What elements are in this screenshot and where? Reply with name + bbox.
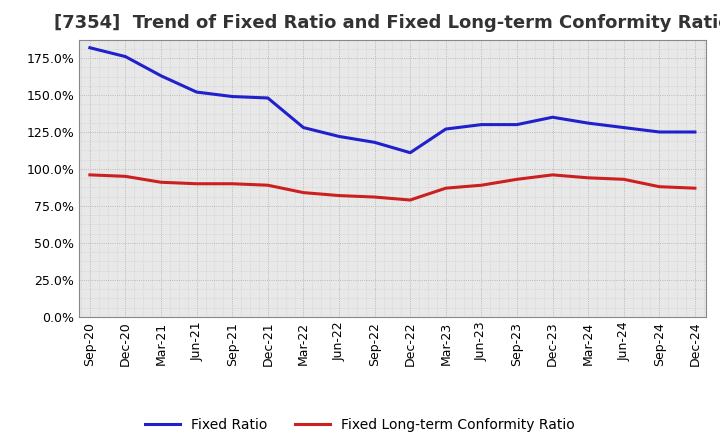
Fixed Ratio: [548, 114, 557, 120]
Fixed Ratio: [619, 125, 628, 130]
Fixed Long-term Conformity Ratio: [192, 181, 201, 187]
Fixed Long-term Conformity Ratio: [655, 184, 664, 189]
Fixed Ratio: [228, 94, 237, 99]
Fixed Ratio: [121, 54, 130, 59]
Fixed Long-term Conformity Ratio: [157, 180, 166, 185]
Fixed Long-term Conformity Ratio: [86, 172, 94, 177]
Fixed Ratio: [192, 89, 201, 95]
Fixed Long-term Conformity Ratio: [299, 190, 307, 195]
Fixed Ratio: [477, 122, 486, 127]
Fixed Long-term Conformity Ratio: [121, 174, 130, 179]
Fixed Ratio: [513, 122, 521, 127]
Fixed Long-term Conformity Ratio: [584, 175, 593, 180]
Fixed Long-term Conformity Ratio: [370, 194, 379, 200]
Fixed Long-term Conformity Ratio: [406, 198, 415, 203]
Fixed Long-term Conformity Ratio: [619, 177, 628, 182]
Fixed Ratio: [370, 140, 379, 145]
Legend: Fixed Ratio, Fixed Long-term Conformity Ratio: Fixed Ratio, Fixed Long-term Conformity …: [140, 412, 580, 437]
Fixed Ratio: [441, 126, 450, 132]
Fixed Long-term Conformity Ratio: [477, 183, 486, 188]
Fixed Long-term Conformity Ratio: [548, 172, 557, 177]
Fixed Ratio: [690, 129, 699, 135]
Fixed Long-term Conformity Ratio: [335, 193, 343, 198]
Title: [7354]  Trend of Fixed Ratio and Fixed Long-term Conformity Ratio: [7354] Trend of Fixed Ratio and Fixed Lo…: [54, 15, 720, 33]
Fixed Long-term Conformity Ratio: [264, 183, 272, 188]
Fixed Long-term Conformity Ratio: [228, 181, 237, 187]
Fixed Ratio: [299, 125, 307, 130]
Fixed Ratio: [584, 121, 593, 126]
Line: Fixed Ratio: Fixed Ratio: [90, 48, 695, 153]
Fixed Ratio: [335, 134, 343, 139]
Line: Fixed Long-term Conformity Ratio: Fixed Long-term Conformity Ratio: [90, 175, 695, 200]
Fixed Ratio: [264, 95, 272, 101]
Fixed Long-term Conformity Ratio: [441, 186, 450, 191]
Fixed Ratio: [655, 129, 664, 135]
Fixed Long-term Conformity Ratio: [690, 186, 699, 191]
Fixed Long-term Conformity Ratio: [513, 177, 521, 182]
Fixed Ratio: [157, 73, 166, 78]
Fixed Ratio: [406, 150, 415, 155]
Fixed Ratio: [86, 45, 94, 50]
